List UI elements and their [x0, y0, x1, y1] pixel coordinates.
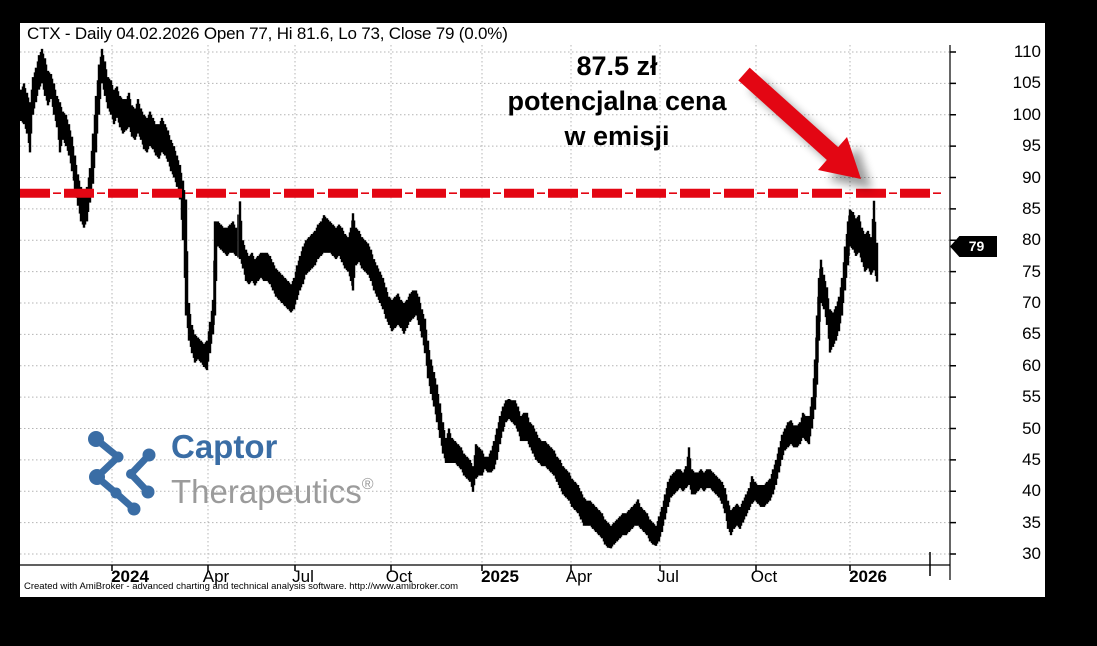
annotation-line-1: 87.5 zł [576, 51, 658, 81]
y-axis-label: 50 [1022, 418, 1041, 438]
down-arrow-icon [738, 67, 861, 179]
y-axis-label: 60 [1022, 355, 1041, 375]
x-axis-label: Apr [565, 567, 593, 586]
amibroker-credit: Created with AmiBroker - advanced charti… [24, 581, 459, 592]
y-axis-label: 85 [1022, 198, 1041, 218]
x-axis-label: 2026 [849, 567, 887, 586]
x-axis-label: Apr [202, 567, 230, 586]
x-axis-label: Jul [657, 567, 679, 586]
captor-logo: Captor Therapeutics® [171, 428, 374, 511]
chart-panel [20, 23, 1045, 597]
last-price-badge: 79 [950, 236, 997, 257]
x-axis-label: 2024 [111, 567, 149, 586]
annotation-line-2: potencjalna cena [507, 86, 727, 116]
y-axis-label: 30 [1022, 544, 1041, 563]
chart-title: CTX - Daily 04.02.2026 Open 77, Hi 81.6,… [27, 24, 508, 43]
y-axis-label: 40 [1022, 481, 1041, 501]
y-axis-label: 45 [1022, 449, 1041, 469]
annotation-text: 87.5 zł potencjalna cena w emisji [450, 49, 784, 154]
y-axis-label: 90 [1022, 167, 1041, 187]
y-axis-label: 35 [1022, 512, 1041, 532]
y-axis-label: 95 [1022, 136, 1041, 156]
price-series [19, 48, 879, 549]
y-axis-label: 65 [1022, 324, 1041, 344]
x-axis-label: Oct [750, 567, 778, 586]
y-axis-label: 75 [1022, 261, 1041, 281]
molecule-icon [88, 431, 156, 516]
y-axis-label: 100 [1012, 104, 1041, 124]
y-axis-label: 110 [1013, 42, 1041, 61]
logo-name: Captor [171, 428, 278, 465]
x-axis-label: Jul [292, 567, 314, 586]
annotation-line-3: w emisji [564, 121, 670, 151]
y-axis-label: 70 [1022, 293, 1041, 312]
y-axis-label: 55 [1022, 387, 1041, 407]
x-axis-label: 2025 [481, 567, 519, 586]
y-axis-label: 105 [1012, 73, 1041, 93]
x-axis-label: Oct [385, 567, 413, 586]
logo-subname: Therapeutics® [171, 473, 374, 510]
registered-mark: ® [361, 476, 374, 493]
y-axis-label: 80 [1022, 230, 1041, 250]
